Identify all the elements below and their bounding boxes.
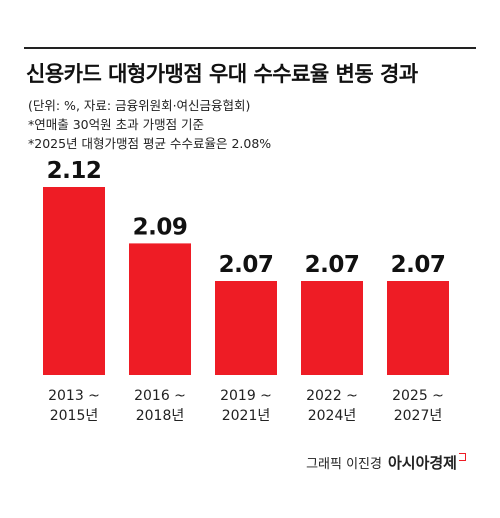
chart-notes: (단위: %, 자료: 금융위원회·여신금융협회) *연매출 30억원 초과 가… — [28, 96, 271, 153]
bar-1 — [129, 243, 191, 375]
category-label-4-1: 2027년 — [394, 408, 443, 424]
bar-2 — [215, 281, 277, 375]
value-label-2: 2.07 — [219, 252, 274, 278]
value-label-4: 2.07 — [391, 252, 446, 278]
average-note: *2025년 대형가맹점 평균 수수료율은 2.08% — [28, 136, 272, 151]
category-label-2-1: 2021년 — [222, 408, 271, 424]
credit-byline: 그래픽 이진경 — [306, 457, 382, 472]
category-label-1-1: 2018년 — [136, 408, 185, 424]
source-note: (단위: %, 자료: 금융위원회·여신금융협회) — [28, 98, 251, 113]
chart-title: 신용카드 대형가맹점 우대 수수료율 변동 경과 — [26, 62, 418, 86]
credit: 그래픽 이진경 아시아경제 — [306, 452, 466, 473]
bar-0 — [43, 187, 105, 375]
category-label-2-0: 2019 ~ — [220, 388, 272, 404]
criteria-note: *연매출 30억원 초과 가맹점 기준 — [28, 117, 205, 132]
category-label-0-0: 2013 ~ — [48, 388, 100, 404]
value-label-0: 2.12 — [47, 158, 102, 184]
bar-4 — [387, 281, 449, 375]
top-rule — [24, 47, 476, 49]
brand-logo: 아시아경제 — [387, 454, 457, 472]
category-label-1-0: 2016 ~ — [134, 388, 186, 404]
bar-3 — [301, 281, 363, 375]
category-label-3-1: 2024년 — [308, 408, 357, 424]
category-label-3-0: 2022 ~ — [306, 388, 358, 404]
bar-chart: 2.12 2013 ~ 2015년 2.09 2016 ~ 2018년 2.07 2019 ~… — [43, 158, 449, 424]
value-label-3: 2.07 — [305, 252, 360, 278]
value-label-1: 2.09 — [133, 214, 188, 240]
brand-mark-icon — [459, 453, 466, 461]
category-label-4-0: 2025 ~ — [392, 388, 444, 404]
category-label-0-1: 2015년 — [50, 408, 99, 424]
